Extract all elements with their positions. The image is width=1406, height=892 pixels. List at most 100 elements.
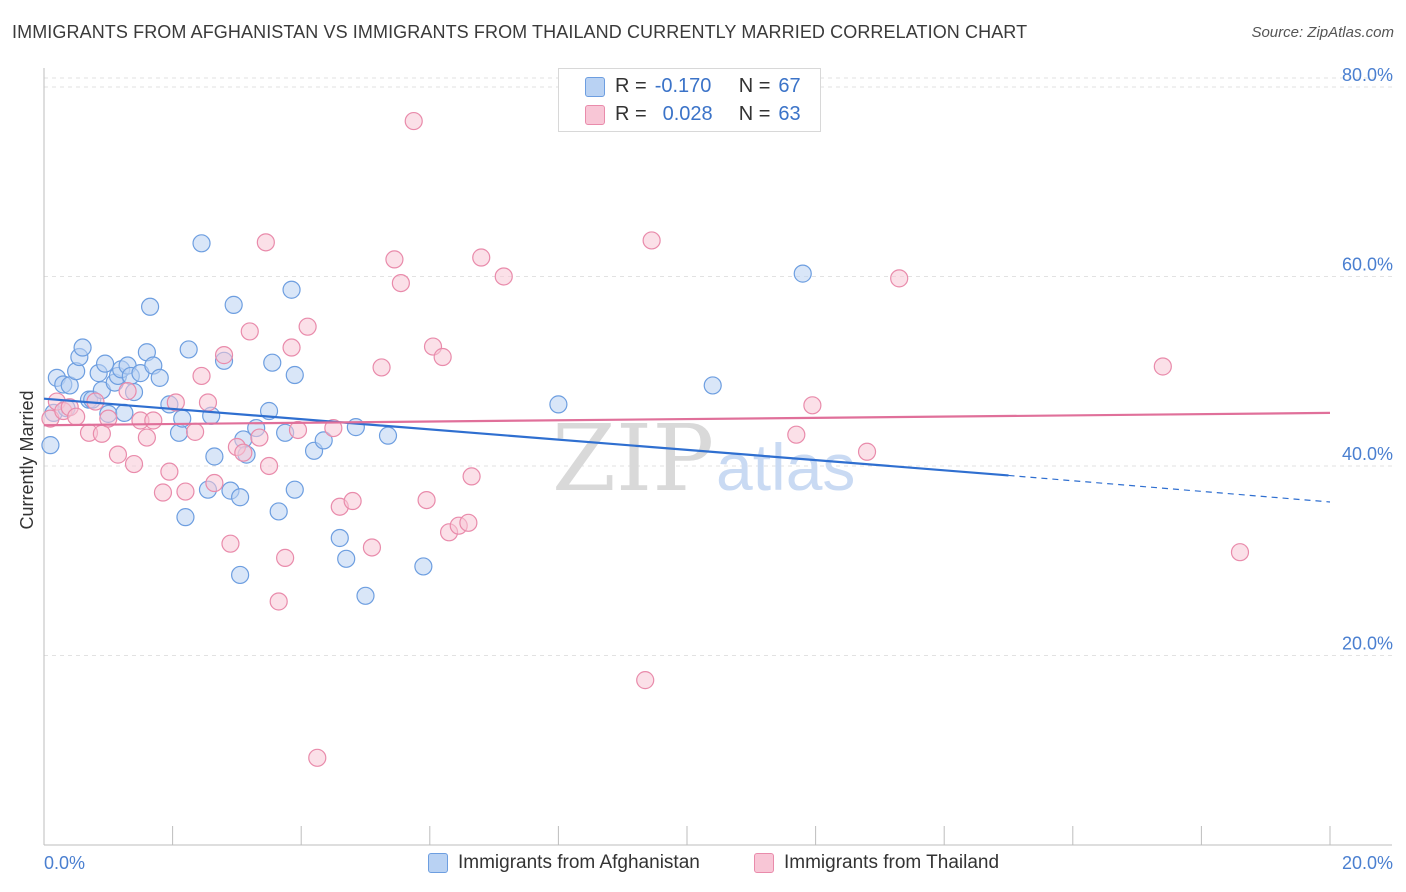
point-thailand — [890, 269, 909, 288]
point-afghanistan — [793, 264, 812, 283]
watermark-zip: ZIP — [552, 405, 714, 512]
point-afghanistan — [192, 234, 211, 253]
point-thailand — [221, 534, 240, 553]
point-thailand — [857, 442, 877, 461]
point-thailand — [234, 443, 253, 462]
point-thailand — [642, 231, 661, 250]
point-thailand — [118, 382, 137, 401]
point-thailand — [404, 111, 423, 131]
point-afghanistan — [95, 354, 115, 373]
point-thailand — [494, 267, 513, 286]
point-thailand — [372, 358, 391, 377]
legend-r-label: R = — [615, 102, 647, 125]
point-thailand — [787, 425, 806, 444]
point-thailand — [176, 482, 195, 501]
series-legend: Immigrants from Afghanistan Immigrants f… — [0, 852, 1406, 878]
point-thailand — [108, 445, 128, 464]
point-thailand — [1153, 357, 1172, 376]
y-tick-label: 60.0% — [1342, 254, 1393, 274]
point-afghanistan — [205, 447, 224, 466]
point-thailand — [298, 317, 317, 336]
point-thailand — [124, 454, 144, 474]
x-tick-label: 20.0% — [1342, 853, 1393, 873]
point-thailand — [282, 338, 301, 357]
stats-legend: R = -0.170 N = 67 R = 0.028 N = 63 — [558, 68, 821, 132]
point-thailand — [417, 490, 436, 510]
source-label: Source: ZipAtlas.com — [1251, 24, 1394, 41]
point-thailand — [192, 366, 211, 386]
legend-swatch-thailand — [585, 105, 605, 125]
tick-labels: 20.0% 40.0% 60.0% 80.0% 0.0% 20.0% — [44, 65, 1393, 873]
legend-n-value: 67 — [778, 74, 801, 97]
point-thailand — [385, 250, 404, 269]
y-tick-label: 40.0% — [1342, 444, 1393, 464]
point-thailand — [472, 248, 491, 267]
x-tick-label: 0.0% — [44, 853, 85, 873]
point-afghanistan — [337, 549, 356, 568]
point-thailand — [259, 456, 279, 476]
point-thailand — [459, 513, 478, 532]
point-afghanistan — [549, 395, 568, 414]
point-afghanistan — [285, 365, 304, 385]
legend-r-label: R = — [615, 74, 647, 97]
point-afghanistan — [356, 586, 375, 605]
point-afghanistan — [231, 488, 250, 507]
point-thailand — [153, 483, 173, 502]
point-thailand — [362, 538, 382, 557]
point-afghanistan — [282, 280, 301, 299]
point-thailand — [92, 424, 111, 443]
point-afghanistan — [176, 508, 195, 527]
legend-label-afghanistan: Immigrants from Afghanistan — [458, 852, 700, 873]
point-afghanistan — [285, 480, 304, 499]
legend-item-thailand[interactable]: Immigrants from Thailand — [754, 852, 999, 874]
point-afghanistan — [263, 353, 282, 372]
point-thailand — [324, 418, 343, 438]
legend-n-value: 63 — [778, 102, 801, 125]
point-thailand — [214, 346, 234, 365]
legend-swatch-afghanistan — [428, 853, 448, 873]
point-thailand — [186, 422, 205, 441]
legend-row-thailand: R = 0.028 N = 63 — [615, 101, 801, 127]
point-thailand — [636, 671, 655, 690]
point-thailand — [99, 409, 118, 428]
point-afghanistan — [703, 376, 722, 395]
y-axis-label: Currently Married — [17, 390, 37, 529]
legend-label-thailand: Immigrants from Thailand — [784, 852, 1000, 873]
point-thailand — [462, 467, 481, 486]
axes — [43, 68, 1392, 846]
point-thailand — [160, 462, 179, 481]
point-thailand — [256, 233, 275, 252]
point-thailand — [276, 548, 295, 567]
point-thailand — [269, 592, 288, 611]
chart-title: IMMIGRANTS FROM AFGHANISTAN VS IMMIGRANT… — [12, 22, 1028, 42]
point-afghanistan — [73, 338, 92, 357]
legend-item-afghanistan[interactable]: Immigrants from Afghanistan — [428, 852, 700, 874]
trend-line-afghanistan — [43, 397, 1009, 477]
point-thailand — [166, 393, 185, 412]
point-thailand — [205, 473, 224, 493]
point-afghanistan — [179, 340, 198, 359]
point-thailand — [240, 322, 259, 341]
point-thailand — [391, 273, 410, 293]
point-thailand — [433, 347, 452, 367]
point-afghanistan — [378, 426, 398, 445]
point-afghanistan — [269, 502, 288, 521]
y-tick-label: 20.0% — [1342, 633, 1393, 653]
point-thailand — [144, 411, 163, 430]
point-thailand — [1230, 543, 1250, 562]
point-afghanistan — [115, 403, 134, 423]
point-thailand — [288, 420, 308, 440]
point-thailand — [250, 428, 269, 447]
legend-r-value: -0.170 — [654, 74, 712, 97]
point-thailand — [343, 491, 362, 511]
legend-row-afghanistan: R = -0.170 N = 67 — [615, 73, 801, 99]
point-afghanistan — [150, 368, 169, 387]
legend-n-label: N = — [738, 74, 771, 97]
point-afghanistan — [414, 557, 433, 576]
watermark: ZIP atlas — [552, 405, 855, 512]
point-afghanistan — [231, 565, 250, 585]
point-thailand — [803, 396, 822, 415]
y-tick-label: 80.0% — [1342, 65, 1393, 85]
trend-line-thailand — [43, 411, 1331, 427]
legend-r-value: 0.028 — [662, 102, 713, 125]
